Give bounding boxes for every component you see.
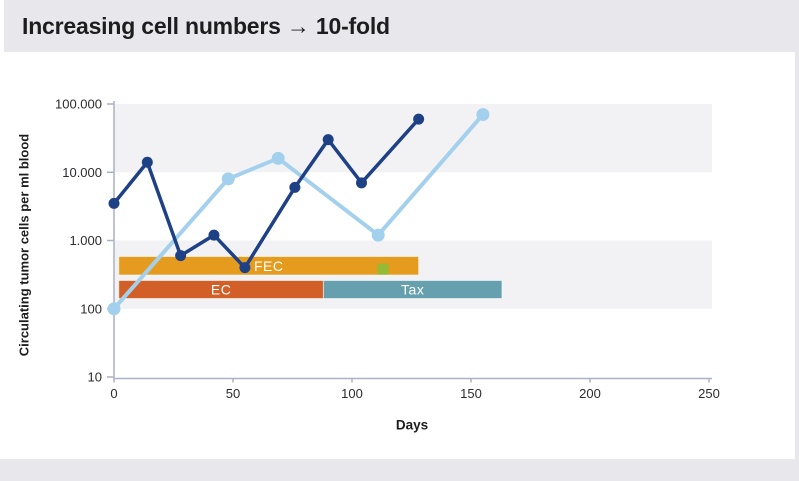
treatment-bar-tax	[322, 280, 503, 299]
treatment-bars: FEC EC Tax	[118, 256, 503, 299]
data-point	[208, 229, 220, 241]
data-point	[289, 181, 301, 193]
footer-band	[0, 459, 799, 481]
x-tick-label: 50	[226, 386, 240, 401]
y-tick-label: 10	[88, 370, 102, 385]
data-point	[371, 228, 385, 242]
data-point	[107, 302, 121, 316]
treatment-bar-label: EC	[211, 282, 231, 298]
data-point	[108, 197, 120, 209]
data-point	[413, 113, 425, 125]
treatment-bar-fec	[118, 256, 420, 276]
page-title: Increasing cell numbers → 10-fold	[22, 12, 390, 39]
response-marker	[377, 263, 389, 275]
x-tick-label: 250	[698, 386, 720, 401]
treatment-bar-label: FEC	[254, 258, 284, 274]
y-axis-title: Circulating tumor cells per ml blood	[16, 133, 32, 357]
x-tick-label: 100	[341, 386, 363, 401]
data-point	[239, 262, 251, 274]
data-point	[175, 250, 187, 262]
x-tick-label: 150	[460, 386, 482, 401]
ctc-series-dark-blue	[108, 113, 425, 274]
x-axis-title: Days	[395, 417, 429, 433]
data-point	[322, 134, 334, 146]
data-point	[141, 156, 153, 168]
data-point	[476, 108, 490, 122]
y-tick-label: 100.000	[55, 97, 102, 112]
treatment-bar-label: Tax	[401, 282, 424, 298]
header-band: Increasing cell numbers → 10-fold	[4, 0, 799, 52]
x-tick-label: 0	[110, 386, 117, 401]
data-point	[356, 177, 368, 189]
y-tick-label: 10.000	[62, 165, 102, 180]
ctc-series-light-blue	[107, 108, 490, 316]
y-tick-label: 100	[80, 301, 102, 316]
x-tick-label: 200	[579, 386, 601, 401]
data-point	[271, 151, 285, 165]
right-edge-strip	[795, 52, 799, 459]
data-point	[221, 172, 235, 186]
y-tick-label: 1.000	[69, 233, 102, 248]
